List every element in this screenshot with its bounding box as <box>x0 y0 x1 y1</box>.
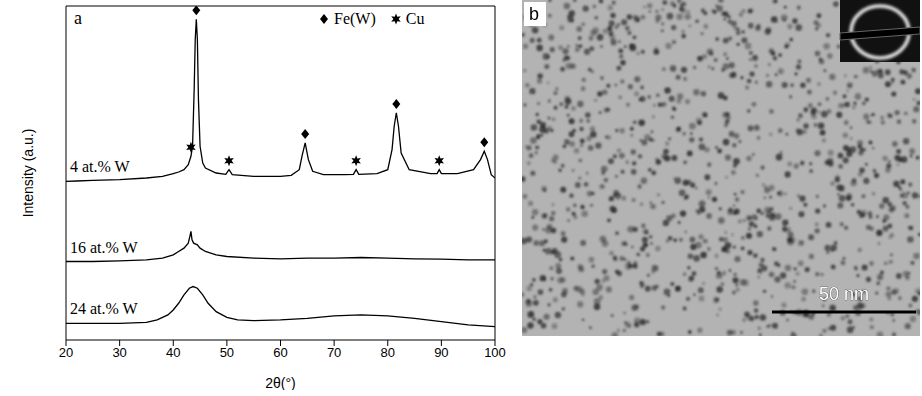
html-text:a: a <box>74 8 82 28</box>
svg-text:16 at.% W: 16 at.% W <box>70 239 139 256</box>
html-text:Cu: Cu <box>405 10 425 27</box>
svg-text:2θ(°): 2θ(°) <box>265 375 296 390</box>
svg-text:b: b <box>529 4 539 24</box>
svg-text:90: 90 <box>434 345 448 360</box>
svg-text:24 at.% W: 24 at.% W <box>70 300 139 317</box>
svg-text:30: 30 <box>112 345 126 360</box>
svg-text:40: 40 <box>166 345 180 360</box>
html-text:Fe(W): Fe(W) <box>334 10 376 27</box>
svg-text:100: 100 <box>484 345 506 360</box>
svg-text:70: 70 <box>327 345 341 360</box>
svg-text:80: 80 <box>381 345 395 360</box>
svg-text:4 at.% W: 4 at.% W <box>70 158 131 175</box>
svg-text:60: 60 <box>273 345 287 360</box>
svg-text:Intensity (a.u.): Intensity (a.u.) <box>20 129 36 218</box>
svg-text:50: 50 <box>220 345 234 360</box>
svg-text:50 nm: 50 nm <box>819 284 869 304</box>
svg-text:20: 20 <box>59 345 73 360</box>
